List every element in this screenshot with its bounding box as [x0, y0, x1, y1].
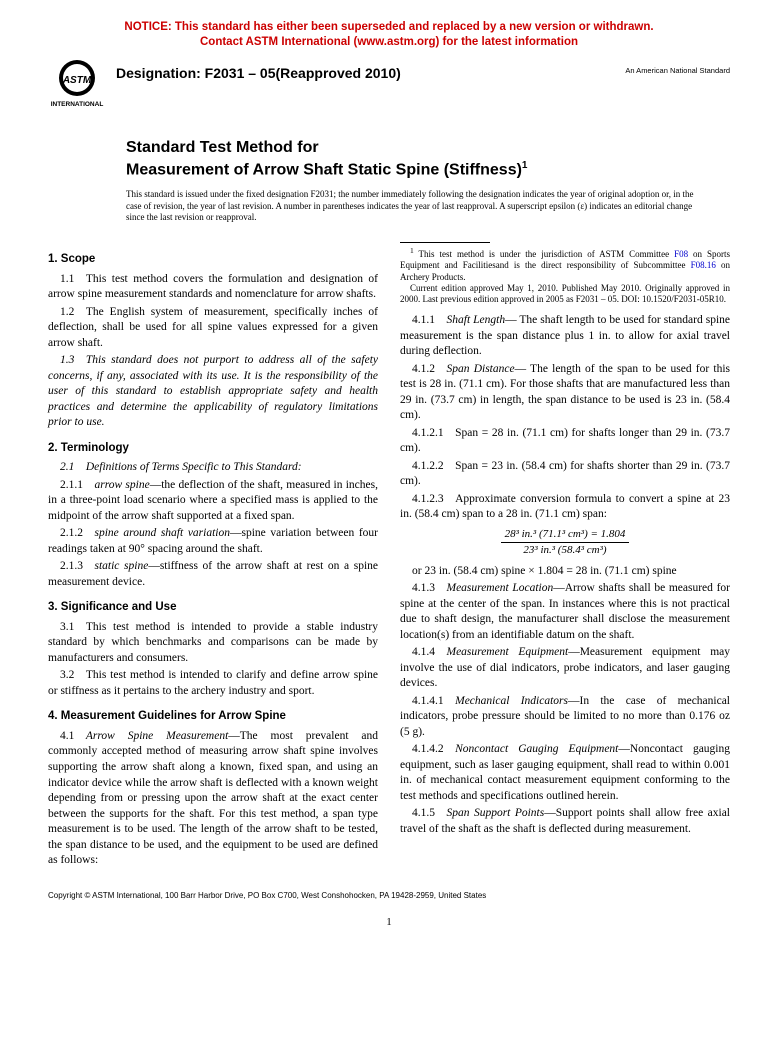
conversion-formula: 28³ in.³ (71.1³ cm³) = 1.804 23³ in.³ (5…: [400, 527, 730, 558]
title-block: Standard Test Method for Measurement of …: [126, 138, 730, 181]
notice-line1: NOTICE: This standard has either been su…: [124, 21, 653, 33]
copyright-line: Copyright © ASTM International, 100 Barr…: [48, 891, 730, 902]
link-f08-16[interactable]: F08.16: [691, 260, 716, 270]
page-number: 1: [48, 915, 730, 930]
document-title: Standard Test Method for Measurement of …: [126, 138, 730, 181]
body-columns: 1. Scope 1.1 This test method covers the…: [48, 242, 730, 869]
astm-logo: ASTM INTERNATIONAL: [48, 58, 106, 114]
para-4-1-5: 4.1.5 Span Support Points—Support points…: [400, 806, 730, 837]
measurement-heading: 4. Measurement Guidelines for Arrow Spin…: [48, 709, 378, 725]
para-formula-result: or 23 in. (58.4 cm) spine × 1.804 = 28 i…: [400, 564, 730, 580]
notice-banner: NOTICE: This standard has either been su…: [48, 20, 730, 50]
significance-heading: 3. Significance and Use: [48, 600, 378, 616]
para-2-1-3: 2.1.3 static spine—stiffness of the arro…: [48, 559, 378, 590]
svg-text:INTERNATIONAL: INTERNATIONAL: [51, 101, 104, 108]
para-2-1-2: 2.1.2 spine around shaft variation—spine…: [48, 526, 378, 557]
para-3-2: 3.2 This test method is intended to clar…: [48, 668, 378, 699]
notice-line2: Contact ASTM International (www.astm.org…: [200, 36, 578, 48]
formula-denominator: 23³ in.³ (58.4³ cm³): [501, 543, 630, 558]
footnote-2: Current edition approved May 1, 2010. Pu…: [400, 283, 730, 306]
page: NOTICE: This standard has either been su…: [0, 0, 778, 940]
svg-text:ASTM: ASTM: [62, 75, 92, 86]
para-2-1-1: 2.1.1 arrow spine—the deflection of the …: [48, 478, 378, 525]
para-4-1-2-3: 4.1.2.3 Approximate conversion formula t…: [400, 492, 730, 523]
para-2-1: 2.1 Definitions of Terms Specific to Thi…: [48, 460, 378, 476]
title-line1: Standard Test Method for: [126, 139, 319, 156]
title-sup: 1: [522, 160, 528, 171]
para-4-1-3: 4.1.3 Measurement Location—Arrow shafts …: [400, 581, 730, 643]
para-4-1-1: 4.1.1 Shaft Length— The shaft length to …: [400, 313, 730, 360]
para-3-1: 3.1 This test method is intended to prov…: [48, 620, 378, 667]
para-4-1: 4.1 Arrow Spine Measurement—The most pre…: [48, 729, 378, 869]
footnote-rule: [400, 242, 490, 243]
para-4-1-2-1: 4.1.2.1 Span = 28 in. (71.1 cm) for shaf…: [400, 426, 730, 457]
terminology-heading: 2. Terminology: [48, 441, 378, 457]
issued-note: This standard is issued under the fixed …: [126, 189, 730, 224]
footnote-1: 1 This test method is under the jurisdic…: [400, 246, 730, 283]
link-f08[interactable]: F08: [674, 249, 688, 259]
astm-logo-icon: ASTM INTERNATIONAL: [48, 58, 106, 110]
title-line2: Measurement of Arrow Shaft Static Spine …: [126, 161, 522, 178]
para-4-1-4-1: 4.1.4.1 Mechanical Indicators—In the cas…: [400, 694, 730, 741]
ans-note: An American National Standard: [625, 66, 730, 76]
header-row: ASTM INTERNATIONAL Designation: F2031 – …: [48, 58, 730, 114]
para-4-1-4-2: 4.1.4.2 Noncontact Gauging Equipment—Non…: [400, 742, 730, 804]
para-1-3: 1.3 This standard does not purport to ad…: [48, 353, 378, 431]
para-1-2: 1.2 The English system of measurement, s…: [48, 305, 378, 352]
formula-numerator: 28³ in.³ (71.1³ cm³) = 1.804: [501, 527, 630, 543]
para-1-1: 1.1 This test method covers the formulat…: [48, 272, 378, 303]
scope-heading: 1. Scope: [48, 252, 378, 268]
para-4-1-4: 4.1.4 Measurement Equipment—Measurement …: [400, 645, 730, 692]
para-4-1-2-2: 4.1.2.2 Span = 23 in. (58.4 cm) for shaf…: [400, 459, 730, 490]
para-4-1-2: 4.1.2 Span Distance— The length of the s…: [400, 362, 730, 424]
